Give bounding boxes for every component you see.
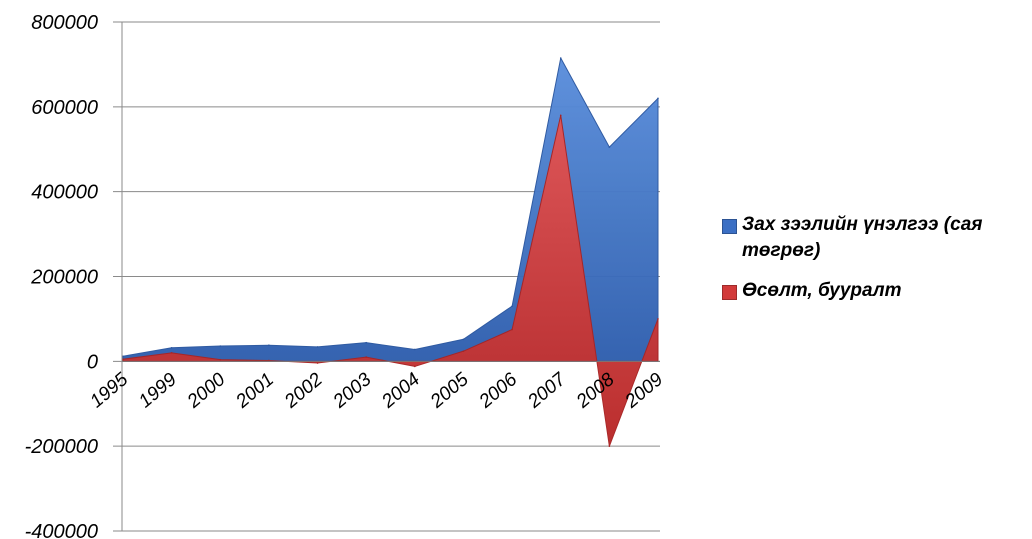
y-tick-label: 400000 xyxy=(31,182,98,204)
data-point xyxy=(462,338,465,341)
legend-label-market-value: Зах зээлийн үнэлгээ (сая төгрөг) xyxy=(742,214,983,261)
data-point xyxy=(657,97,659,100)
data-point xyxy=(316,346,319,348)
x-tick-label: 1995 xyxy=(86,369,132,413)
data-point xyxy=(608,445,611,447)
x-tick-label: 2007 xyxy=(523,368,571,413)
data-point xyxy=(170,352,173,354)
x-tick-label: 2003 xyxy=(329,369,376,413)
legend-swatch-market-value xyxy=(722,219,737,234)
data-point xyxy=(657,318,659,320)
y-tick-labels: 800000 600000 400000 200000 0 -200000 -400000 xyxy=(25,12,98,539)
x-tick-labels: 1995 1999 2000 2001 2002 2003 2004 2005 2006 2007… xyxy=(86,368,667,413)
data-point xyxy=(219,345,222,347)
y-tick-label: 200000 xyxy=(30,267,98,289)
data-point xyxy=(365,356,367,358)
data-point xyxy=(511,328,513,331)
data-point xyxy=(316,362,319,364)
data-point xyxy=(170,346,173,349)
legend-item-growth: Өсөлт, бууралт xyxy=(722,278,1032,304)
x-tick-label: 2001 xyxy=(231,369,278,413)
data-point xyxy=(414,348,416,351)
x-tick-label: 2006 xyxy=(475,369,522,413)
legend-label-growth: Өсөлт, бууралт xyxy=(742,280,902,301)
y-tick-label: 800000 xyxy=(31,12,98,34)
data-point xyxy=(122,355,124,358)
y-tick-label: 0 xyxy=(87,351,98,373)
x-tick-label: 2005 xyxy=(426,369,473,413)
data-point xyxy=(219,358,222,361)
x-tick-label: 1999 xyxy=(135,369,181,413)
x-tick-label: 2002 xyxy=(280,369,327,413)
x-tick-label: 2004 xyxy=(377,369,424,413)
data-point xyxy=(122,358,124,361)
axes xyxy=(121,22,660,531)
y-tick-label: -400000 xyxy=(25,521,98,539)
legend-swatch-growth xyxy=(722,285,737,300)
data-point xyxy=(559,114,562,117)
data-point xyxy=(365,341,367,344)
data-point xyxy=(511,305,513,307)
legend: Зах зээлийн үнэлгээ (сая төгрөг) Өсөлт, … xyxy=(722,212,1032,318)
data-point xyxy=(462,350,465,352)
x-tick-label: 2000 xyxy=(183,369,230,413)
y-tick-label: -200000 xyxy=(25,436,98,458)
y-tick-label: 600000 xyxy=(31,97,98,119)
data-point xyxy=(608,146,611,148)
data-point xyxy=(414,365,416,368)
legend-item-market-value: Зах зээлийн үнэлгээ (сая төгрөг) xyxy=(722,212,1032,264)
data-point xyxy=(268,344,270,347)
data-point xyxy=(559,57,562,59)
